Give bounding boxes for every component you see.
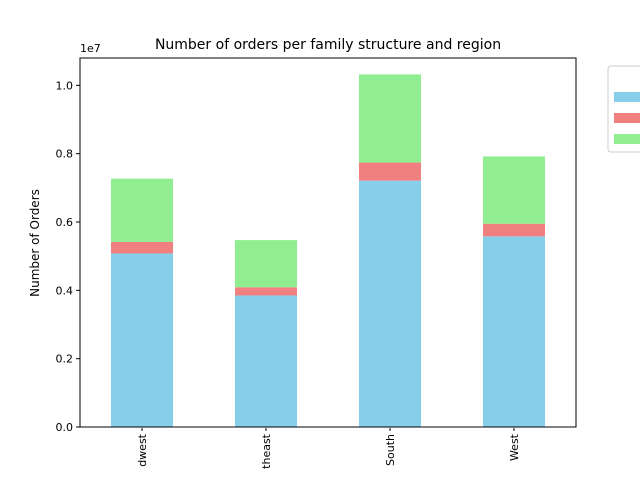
y-offset-label: 1e7	[80, 42, 101, 55]
x-ticks: dwest theast South West	[136, 428, 521, 469]
bar-segment-northeast-3	[235, 240, 297, 288]
plot-frame	[79, 57, 577, 428]
y-tick-label: 0.6	[56, 216, 74, 229]
legend-swatch-1	[614, 92, 640, 102]
bar-segment-west-1	[483, 236, 545, 427]
legend-swatch-2	[614, 113, 640, 123]
chart-title: Number of orders per family structure an…	[155, 37, 501, 53]
bar-segment-south-2	[359, 162, 421, 181]
legend-swatch-3	[614, 134, 640, 144]
x-tick-label-northeast: theast	[260, 433, 273, 469]
x-tick-label-midwest: dwest	[136, 433, 149, 466]
y-ticks: 0.0 0.2 0.4 0.6 0.8 1.0	[56, 79, 80, 434]
bar-segment-northeast-2	[235, 287, 297, 296]
bar-segment-west-3	[483, 156, 545, 224]
legend	[607, 65, 640, 153]
bars-group	[111, 74, 545, 427]
bar-segment-midwest-3	[111, 178, 173, 242]
bar-segment-west-2	[483, 223, 545, 237]
x-tick-label-south: South	[384, 434, 397, 466]
bar-segment-south-3	[359, 74, 421, 163]
bar-segment-northeast-1	[235, 295, 297, 427]
legend-box	[607, 65, 640, 153]
x-tick-label-west: West	[508, 433, 521, 461]
y-tick-label: 0.8	[56, 148, 74, 161]
y-tick-label: 1.0	[56, 79, 74, 92]
y-tick-label: 0.4	[56, 284, 74, 297]
bar-segment-midwest-2	[111, 241, 173, 254]
y-axis-label: Number of Orders	[28, 189, 42, 297]
y-tick-label: 0.2	[56, 353, 74, 366]
bar-segment-south-1	[359, 180, 421, 427]
y-tick-label: 0.0	[56, 421, 74, 434]
bar-segment-midwest-1	[111, 253, 173, 427]
